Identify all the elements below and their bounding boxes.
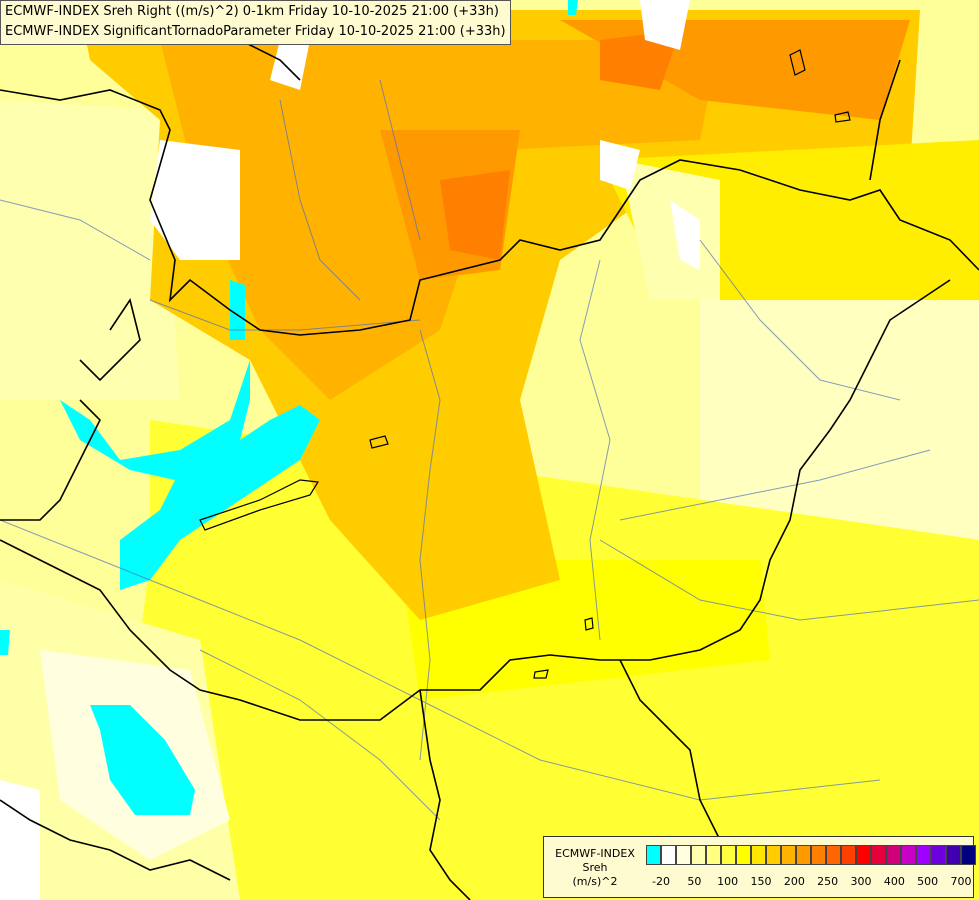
legend-swatch bbox=[961, 845, 976, 865]
legend-swatch bbox=[811, 845, 826, 865]
legend-swatch bbox=[706, 845, 721, 865]
legend-swatch bbox=[766, 845, 781, 865]
legend-label-line-3: (m/s)^2 bbox=[572, 875, 618, 888]
legend-swatch bbox=[901, 845, 916, 865]
legend-tick-label: 150 bbox=[750, 875, 772, 888]
legend-ticks: -20 50 100 150 200 250 300 400 500 700 bbox=[646, 875, 971, 889]
legend-swatch bbox=[796, 845, 811, 865]
legend-label-line-2: Sreh bbox=[582, 861, 608, 874]
legend-swatch bbox=[691, 845, 706, 865]
legend-swatch bbox=[646, 845, 661, 865]
map-title-line-2: ECMWF-INDEX SignificantTornadoParameter … bbox=[5, 24, 506, 39]
legend-swatch bbox=[676, 845, 691, 865]
legend-tick-label: -20 bbox=[652, 875, 670, 888]
legend-tick-label: 300 bbox=[850, 875, 872, 888]
legend-swatch bbox=[931, 845, 946, 865]
legend-tick-label: 250 bbox=[817, 875, 839, 888]
legend-label-line-1: ECMWF-INDEX bbox=[555, 847, 635, 860]
legend-swatch bbox=[856, 845, 871, 865]
legend-swatches bbox=[646, 845, 976, 865]
legend-tick-label: 200 bbox=[783, 875, 805, 888]
legend-tick-label: 100 bbox=[717, 875, 739, 888]
legend-swatch bbox=[661, 845, 676, 865]
legend-tick-label: 500 bbox=[917, 875, 939, 888]
color-legend: ECMWF-INDEX Sreh (m/s)^2 -20 50 100 150 200 2… bbox=[543, 836, 976, 898]
legend-tick-label: 400 bbox=[883, 875, 905, 888]
legend-swatch bbox=[871, 845, 886, 865]
legend-tick-label: 700 bbox=[950, 875, 972, 888]
legend-swatch bbox=[841, 845, 856, 865]
legend-swatch bbox=[751, 845, 766, 865]
legend-swatch bbox=[946, 845, 961, 865]
legend-swatch bbox=[736, 845, 751, 865]
map-title-line-1: ECMWF-INDEX Sreh Right ((m/s)^2) 0-1km F… bbox=[5, 4, 499, 19]
legend-swatch bbox=[781, 845, 796, 865]
legend-swatch bbox=[886, 845, 901, 865]
legend-swatch bbox=[826, 845, 841, 865]
map-title-box: ECMWF-INDEX Sreh Right ((m/s)^2) 0-1km F… bbox=[0, 0, 511, 45]
legend-swatch bbox=[916, 845, 931, 865]
legend-label: ECMWF-INDEX Sreh (m/s)^2 bbox=[548, 847, 642, 889]
legend-tick-label: 50 bbox=[687, 875, 702, 888]
legend-swatch bbox=[721, 845, 736, 865]
